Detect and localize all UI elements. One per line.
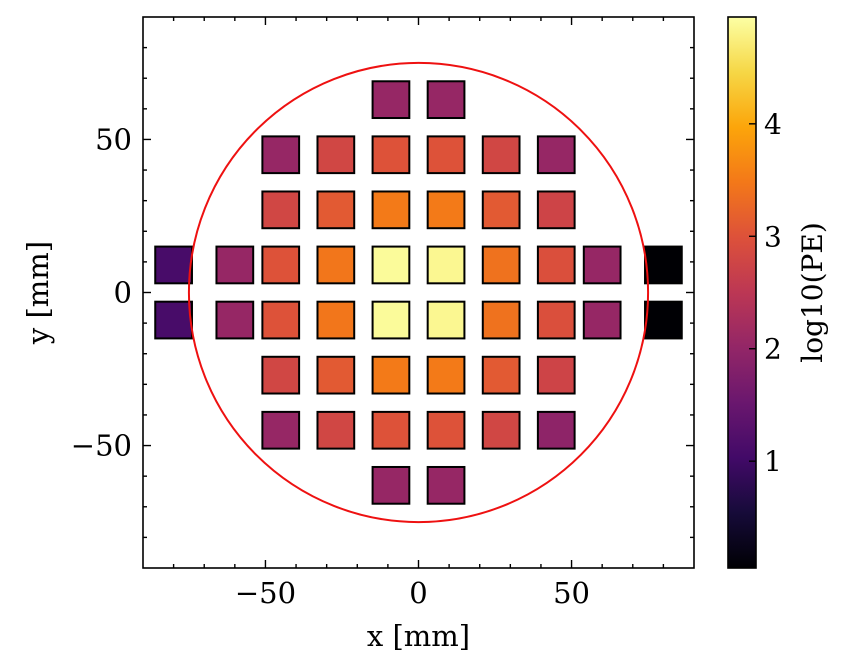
y-tick-label: 50 xyxy=(95,122,132,156)
sensor-18 xyxy=(582,300,622,340)
sensor-9 xyxy=(644,245,683,285)
sensor-3 xyxy=(316,245,356,285)
sensor-13 xyxy=(316,300,356,340)
sensor-38 xyxy=(481,355,521,395)
sensor-14 xyxy=(371,300,411,340)
sensor-10 xyxy=(154,300,193,340)
sensor-2 xyxy=(261,245,301,285)
x-axis-label: x [mm] xyxy=(367,619,470,653)
sensor-29 xyxy=(316,190,356,230)
x-tick-label: 0 xyxy=(409,576,427,610)
sensor-34 xyxy=(261,355,301,395)
colorbar-tick-label: 2 xyxy=(764,333,782,366)
acceptance-circle xyxy=(187,61,650,524)
y-tick-label: −50 xyxy=(71,429,132,463)
sensor-12 xyxy=(261,300,301,340)
x-axis-ticks: −50 0 50 xyxy=(172,17,665,610)
sensor-25 xyxy=(426,135,466,175)
colorbar-tick-label: 3 xyxy=(764,220,782,253)
sensor-20 xyxy=(371,80,411,120)
sensor-6 xyxy=(481,245,521,285)
sensor-11 xyxy=(215,300,255,340)
sensor-21 xyxy=(426,80,466,120)
sensor-grid xyxy=(154,80,683,505)
sensor-8 xyxy=(582,245,622,285)
sensor-31 xyxy=(426,190,466,230)
x-tick-label: −50 xyxy=(235,576,296,610)
sensor-28 xyxy=(261,190,301,230)
sensor-0 xyxy=(154,245,193,285)
sensor-23 xyxy=(316,135,356,175)
sensor-27 xyxy=(536,135,576,175)
colorbar-ticks: 1 2 3 4 xyxy=(749,108,782,478)
sensor-32 xyxy=(481,190,521,230)
sensor-22 xyxy=(261,135,301,175)
sensor-4 xyxy=(371,245,411,285)
sensor-30 xyxy=(371,190,411,230)
sensor-46 xyxy=(371,465,411,505)
x-tick-label: 50 xyxy=(553,576,590,610)
colorbar-gradient xyxy=(727,16,757,569)
sensor-44 xyxy=(481,410,521,450)
sensor-17 xyxy=(536,300,576,340)
sensor-7 xyxy=(536,245,576,285)
sensor-39 xyxy=(536,355,576,395)
y-axis-ticks: −50 0 50 xyxy=(71,46,694,539)
sensor-45 xyxy=(536,410,576,450)
colorbar-tick-label: 1 xyxy=(764,445,782,478)
sensor-15 xyxy=(426,300,466,340)
sensor-47 xyxy=(426,465,466,505)
y-tick-label: 0 xyxy=(114,276,132,310)
sensor-33 xyxy=(536,190,576,230)
sensor-37 xyxy=(426,355,466,395)
sensor-24 xyxy=(371,135,411,175)
sensor-40 xyxy=(261,410,301,450)
plot-frame xyxy=(142,16,695,569)
sensor-5 xyxy=(426,245,466,285)
sensor-26 xyxy=(481,135,521,175)
sensor-36 xyxy=(371,355,411,395)
colorbar-label: log10(PE) xyxy=(796,222,829,363)
sensor-16 xyxy=(481,300,521,340)
colorbar-tick-label: 4 xyxy=(764,108,782,141)
colorbar: 1 2 3 4 log10(PE) xyxy=(727,16,829,569)
sensor-43 xyxy=(426,410,466,450)
sensor-42 xyxy=(371,410,411,450)
y-axis-label: y [mm] xyxy=(21,241,55,345)
sensor-19 xyxy=(644,300,683,340)
sensor-35 xyxy=(316,355,356,395)
sensor-41 xyxy=(316,410,356,450)
sensor-1 xyxy=(215,245,255,285)
plot-area: −50 0 50 −50 0 50 x [mm] y [mm] xyxy=(21,16,695,653)
